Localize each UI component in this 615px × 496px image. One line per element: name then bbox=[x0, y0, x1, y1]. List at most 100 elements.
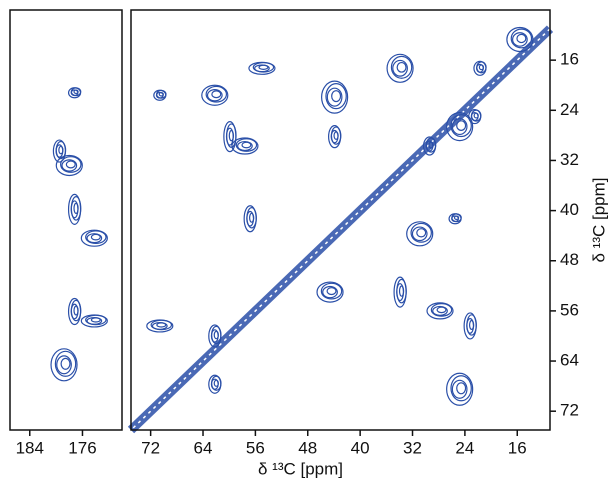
contour-line bbox=[86, 233, 103, 244]
peak bbox=[446, 372, 474, 406]
peak bbox=[321, 80, 349, 114]
contour-line bbox=[446, 372, 474, 406]
y-tick-label: 64 bbox=[560, 351, 579, 370]
y-tick-label: 48 bbox=[560, 250, 579, 269]
contour-line bbox=[90, 317, 101, 323]
contour-line bbox=[506, 26, 534, 53]
y-tick-label: 56 bbox=[560, 300, 579, 319]
contour-line bbox=[456, 120, 467, 131]
contour-line bbox=[426, 302, 454, 320]
contour-line bbox=[258, 64, 269, 70]
contour-line bbox=[320, 282, 343, 300]
peak bbox=[316, 281, 344, 303]
contour-line bbox=[205, 85, 228, 103]
contour-line bbox=[50, 348, 78, 382]
contour-line bbox=[396, 61, 407, 73]
contour-line bbox=[235, 138, 258, 152]
contour-line bbox=[70, 87, 82, 97]
peak bbox=[406, 221, 434, 247]
peak bbox=[243, 205, 257, 233]
plot-frame bbox=[130, 9, 551, 431]
x-tick-label: 48 bbox=[298, 438, 317, 457]
contour-line bbox=[237, 140, 253, 152]
contour-line bbox=[428, 141, 434, 149]
contour-line bbox=[211, 90, 222, 99]
peak bbox=[50, 348, 78, 382]
peak bbox=[328, 125, 342, 149]
y-axis-label: δ ¹³C [ppm] bbox=[589, 177, 608, 262]
peak bbox=[248, 61, 276, 75]
contour-line bbox=[73, 89, 79, 95]
y-tick-label: 24 bbox=[560, 100, 579, 119]
peak bbox=[80, 314, 108, 328]
peak bbox=[422, 136, 437, 156]
y-tick-label: 72 bbox=[560, 401, 579, 420]
contour-line bbox=[325, 83, 347, 110]
contour-line bbox=[450, 114, 472, 138]
peak bbox=[146, 319, 174, 333]
contour-line bbox=[316, 281, 344, 303]
contour-line bbox=[158, 91, 164, 97]
contour-line bbox=[73, 305, 79, 316]
peak bbox=[67, 193, 82, 225]
contour-line bbox=[201, 84, 229, 106]
contour-line bbox=[56, 355, 72, 375]
peak bbox=[426, 302, 454, 320]
peak bbox=[231, 137, 259, 155]
contour-line bbox=[398, 285, 405, 297]
contour-line bbox=[65, 160, 76, 169]
peak bbox=[393, 276, 407, 308]
x-tick-label: 40 bbox=[351, 438, 370, 457]
y-tick-label: 32 bbox=[560, 150, 579, 169]
plot-frame bbox=[9, 9, 123, 431]
contour-line bbox=[410, 222, 432, 243]
contour-line bbox=[430, 303, 453, 317]
contour-line bbox=[453, 215, 460, 221]
peak bbox=[473, 60, 487, 76]
contour-line bbox=[54, 350, 77, 377]
contour-line bbox=[231, 137, 259, 155]
contour-line bbox=[206, 89, 223, 102]
contour-line bbox=[228, 129, 234, 142]
contour-line bbox=[321, 80, 349, 114]
contour-line bbox=[322, 285, 338, 299]
contour-line bbox=[55, 154, 83, 177]
x-axis-label: δ ¹³C [ppm] bbox=[258, 459, 343, 478]
contour-line bbox=[432, 305, 448, 316]
contour-line bbox=[213, 379, 219, 387]
contour-line bbox=[90, 233, 101, 241]
contour-line bbox=[73, 202, 79, 215]
contour-line bbox=[60, 357, 71, 370]
peak bbox=[208, 324, 222, 348]
contour-line bbox=[456, 382, 467, 395]
x-tick-label: 176 bbox=[68, 438, 96, 457]
x-tick-label: 16 bbox=[508, 438, 527, 457]
contour-line bbox=[156, 322, 167, 328]
x-tick-label: 184 bbox=[16, 438, 44, 457]
x-tick-label: 56 bbox=[246, 438, 265, 457]
contour-line bbox=[85, 230, 107, 245]
contour-line bbox=[450, 375, 472, 402]
peak bbox=[67, 297, 82, 326]
peak bbox=[446, 111, 474, 142]
contour-line bbox=[58, 145, 64, 155]
x-tick-label: 64 bbox=[194, 438, 213, 457]
contour-line bbox=[392, 59, 408, 77]
peak bbox=[52, 139, 67, 163]
peak bbox=[386, 53, 414, 83]
contour-line bbox=[411, 226, 428, 242]
y-tick-label: 16 bbox=[560, 50, 579, 69]
peak bbox=[463, 312, 477, 340]
contour-line bbox=[406, 221, 434, 247]
contour-line bbox=[326, 287, 337, 296]
contour-line bbox=[468, 319, 475, 330]
diagonal-core bbox=[130, 28, 551, 431]
contour-line bbox=[156, 89, 167, 99]
peak bbox=[223, 121, 237, 153]
contour-line bbox=[241, 141, 252, 149]
y-tick-label: 40 bbox=[560, 200, 579, 219]
contour-line bbox=[60, 156, 82, 173]
peak bbox=[506, 26, 534, 53]
peak bbox=[448, 213, 462, 225]
